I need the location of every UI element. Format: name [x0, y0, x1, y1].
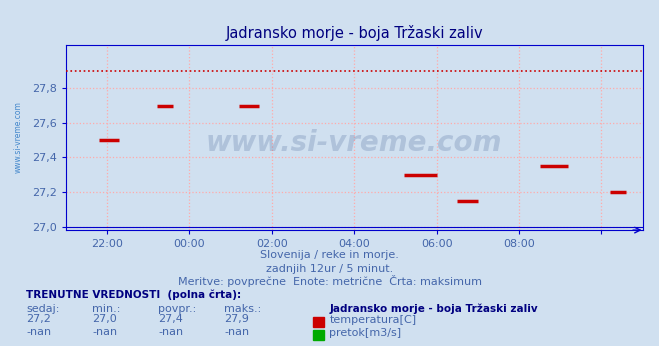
Text: Meritve: povprečne  Enote: metrične  Črta: maksimum: Meritve: povprečne Enote: metrične Črta:…	[177, 275, 482, 288]
Text: Jadransko morje - boja Tržaski zaliv: Jadransko morje - boja Tržaski zaliv	[330, 303, 538, 314]
Text: -nan: -nan	[92, 327, 117, 337]
Text: 27,9: 27,9	[224, 315, 249, 325]
Text: pretok[m3/s]: pretok[m3/s]	[330, 328, 401, 338]
Text: temperatura[C]: temperatura[C]	[330, 315, 416, 325]
Text: -nan: -nan	[26, 327, 51, 337]
Text: zadnjih 12ur / 5 minut.: zadnjih 12ur / 5 minut.	[266, 264, 393, 274]
Text: 27,4: 27,4	[158, 315, 183, 325]
Text: www.si-vreme.com: www.si-vreme.com	[206, 129, 502, 157]
Text: -nan: -nan	[224, 327, 249, 337]
Text: povpr.:: povpr.:	[158, 304, 196, 314]
Text: min.:: min.:	[92, 304, 121, 314]
Text: www.si-vreme.com: www.si-vreme.com	[14, 102, 23, 173]
Text: 27,0: 27,0	[92, 315, 117, 325]
Title: Jadransko morje - boja Tržaski zaliv: Jadransko morje - boja Tržaski zaliv	[225, 25, 483, 41]
Text: 27,2: 27,2	[26, 315, 51, 325]
Text: -nan: -nan	[158, 327, 183, 337]
Text: maks.:: maks.:	[224, 304, 262, 314]
Text: TRENUTNE VREDNOSTI  (polna črta):: TRENUTNE VREDNOSTI (polna črta):	[26, 290, 241, 300]
Text: sedaj:: sedaj:	[26, 304, 60, 314]
Text: Slovenija / reke in morje.: Slovenija / reke in morje.	[260, 250, 399, 260]
